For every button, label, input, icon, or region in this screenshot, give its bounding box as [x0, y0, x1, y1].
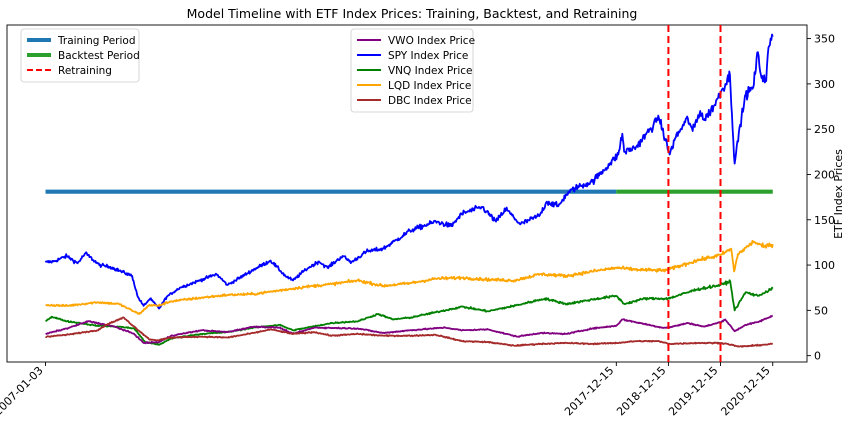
legend-label-backtest-period: Backtest Period	[58, 50, 140, 62]
chart-title: Model Timeline with ETF Index Prices: Tr…	[187, 6, 638, 21]
y-axis: 0 50 100 150 200 250 300 350	[807, 33, 835, 363]
x-tick-label-2007-01-03: 2007-01-03	[0, 364, 46, 418]
legend-label-vwo-index-price: VWO Index Price	[388, 35, 475, 47]
series-line-lqd	[45, 240, 774, 315]
y-axis-label: ETF Index Prices	[832, 149, 845, 239]
legend-label-spy-index-price: SPY Index Price	[388, 50, 468, 62]
legend-box	[350, 28, 474, 113]
x-tick-label-2020-12-15: 2020-12-15	[718, 364, 772, 418]
y-tick-label-0: 0	[814, 350, 821, 363]
plot-area	[6, 24, 808, 363]
retraining-lines	[667, 25, 722, 362]
legend-etf-series: VWO Index Price SPY Index Price VNQ Index …	[350, 28, 475, 113]
x-tick-label-2017-12-15: 2017-12-15	[562, 364, 616, 418]
legend-label-vnq-index-price: VNQ Index Price	[388, 65, 473, 77]
series-line-dbc	[45, 316, 773, 348]
y-tick-label-150: 150	[814, 214, 835, 227]
y-tick-label-50: 50	[814, 304, 828, 317]
y-tick-label-200: 200	[814, 168, 835, 181]
series-line-spy	[44, 33, 774, 310]
y-tick-label-300: 300	[814, 78, 835, 91]
plot-frame	[6, 24, 808, 363]
y-tick-label-100: 100	[814, 259, 835, 272]
x-tick-label-2019-12-15: 2019-12-15	[666, 364, 720, 418]
legend-label-lqd-index-price: LQD Index Price	[388, 80, 471, 92]
x-axis: 2007-01-03 2017-12-152018-12-152019-12-15…	[0, 362, 774, 418]
legend-label-dbc-index-price: DBC Index Price	[388, 95, 472, 107]
series-line-vnq	[45, 279, 774, 346]
legend-box	[20, 28, 140, 83]
price-series	[44, 33, 774, 348]
y-tick-label-250: 250	[814, 123, 835, 136]
y-tick-label-350: 350	[814, 33, 835, 46]
x-tick-label-2018-12-15: 2018-12-15	[614, 364, 668, 418]
legend-label-retraining: Retraining	[58, 65, 112, 77]
legend-label-training-period: Training Period	[57, 35, 136, 47]
legend-periods: Training Period Backtest Period Retraining	[20, 28, 140, 83]
